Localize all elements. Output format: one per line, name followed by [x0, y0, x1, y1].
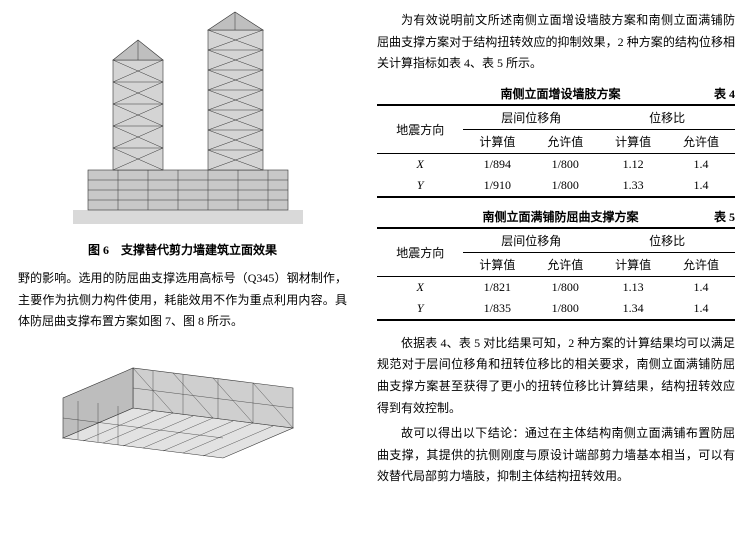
table-4-header-drift: 层间位移角 [463, 105, 599, 130]
figure-6-svg [48, 10, 318, 235]
table-row: 1/800 [531, 175, 599, 197]
table-5: 地震方向 层间位移角 位移比 计算值 允许值 计算值 允许值 X 1/821 1… [377, 227, 735, 321]
figure-6: 图 6 支撑替代剪力墙建筑立面效果 [18, 10, 347, 268]
figure-7 [18, 343, 347, 469]
table-4-header-allow: 允许值 [531, 129, 599, 153]
table-5-header-disp: 位移比 [599, 228, 735, 253]
table-4-header-dir: 地震方向 [377, 105, 463, 154]
table-row: 1.4 [667, 276, 735, 298]
table-4: 地震方向 层间位移角 位移比 计算值 允许值 计算值 允许值 X 1/894 1… [377, 104, 735, 198]
table-row: Y [377, 175, 463, 197]
table-row: 1.12 [599, 153, 667, 175]
table-5-header-allow: 允许值 [531, 252, 599, 276]
table-5-header-calc: 计算值 [463, 252, 531, 276]
table-row: 1.4 [667, 175, 735, 197]
table-5-title: 南侧立面满铺防屈曲支撑方案 [407, 208, 714, 225]
table-row: 1.33 [599, 175, 667, 197]
table-row: 1.13 [599, 276, 667, 298]
left-paragraph-1: 野的影响。选用的防屈曲支撑选用高标号（Q345）钢材制作，主要作为抗侧力构件使用… [18, 268, 347, 333]
table-row: X [377, 153, 463, 175]
table-4-header-calc-2: 计算值 [599, 129, 667, 153]
table-5-header-dir: 地震方向 [377, 228, 463, 277]
table-4-header-allow-2: 允许值 [667, 129, 735, 153]
table-4-header-calc: 计算值 [463, 129, 531, 153]
right-conclusion-paragraph: 故可以得出以下结论：通过在主体结构南侧立面满铺布置防屈曲支撑，其提供的抗侧刚度与… [377, 423, 735, 488]
table-5-header-calc-2: 计算值 [599, 252, 667, 276]
table-5-header-allow-2: 允许值 [667, 252, 735, 276]
table-5-title-row: 南侧立面满铺防屈曲支撑方案 表 5 [377, 208, 735, 225]
table-row: 1/894 [463, 153, 531, 175]
right-analysis-paragraph: 依据表 4、表 5 对比结果可知，2 种方案的计算结果均可以满足规范对于层间位移… [377, 333, 735, 419]
table-row: 1/800 [531, 153, 599, 175]
table-4-title: 南侧立面增设墙肢方案 [407, 85, 714, 102]
table-4-title-row: 南侧立面增设墙肢方案 表 4 [377, 85, 735, 102]
right-intro-paragraph: 为有效说明前文所述南侧立面增设墙肢方案和南侧立面满铺防屈曲支撑方案对于结构扭转效… [377, 10, 735, 75]
table-row: 1.4 [667, 153, 735, 175]
figure-6-caption: 图 6 支撑替代剪力墙建筑立面效果 [88, 241, 277, 258]
table-row: Y [377, 298, 463, 320]
table-row: 1.4 [667, 298, 735, 320]
table-row: X [377, 276, 463, 298]
table-4-label: 表 4 [714, 85, 735, 102]
table-row: 1.34 [599, 298, 667, 320]
table-5-header-drift: 层间位移角 [463, 228, 599, 253]
table-row: 1/910 [463, 175, 531, 197]
table-row: 1/821 [463, 276, 531, 298]
table-row: 1/800 [531, 298, 599, 320]
table-4-header-disp: 位移比 [599, 105, 735, 130]
table-row: 1/835 [463, 298, 531, 320]
figure-7-svg [43, 343, 323, 463]
table-5-label: 表 5 [714, 208, 735, 225]
table-row: 1/800 [531, 276, 599, 298]
